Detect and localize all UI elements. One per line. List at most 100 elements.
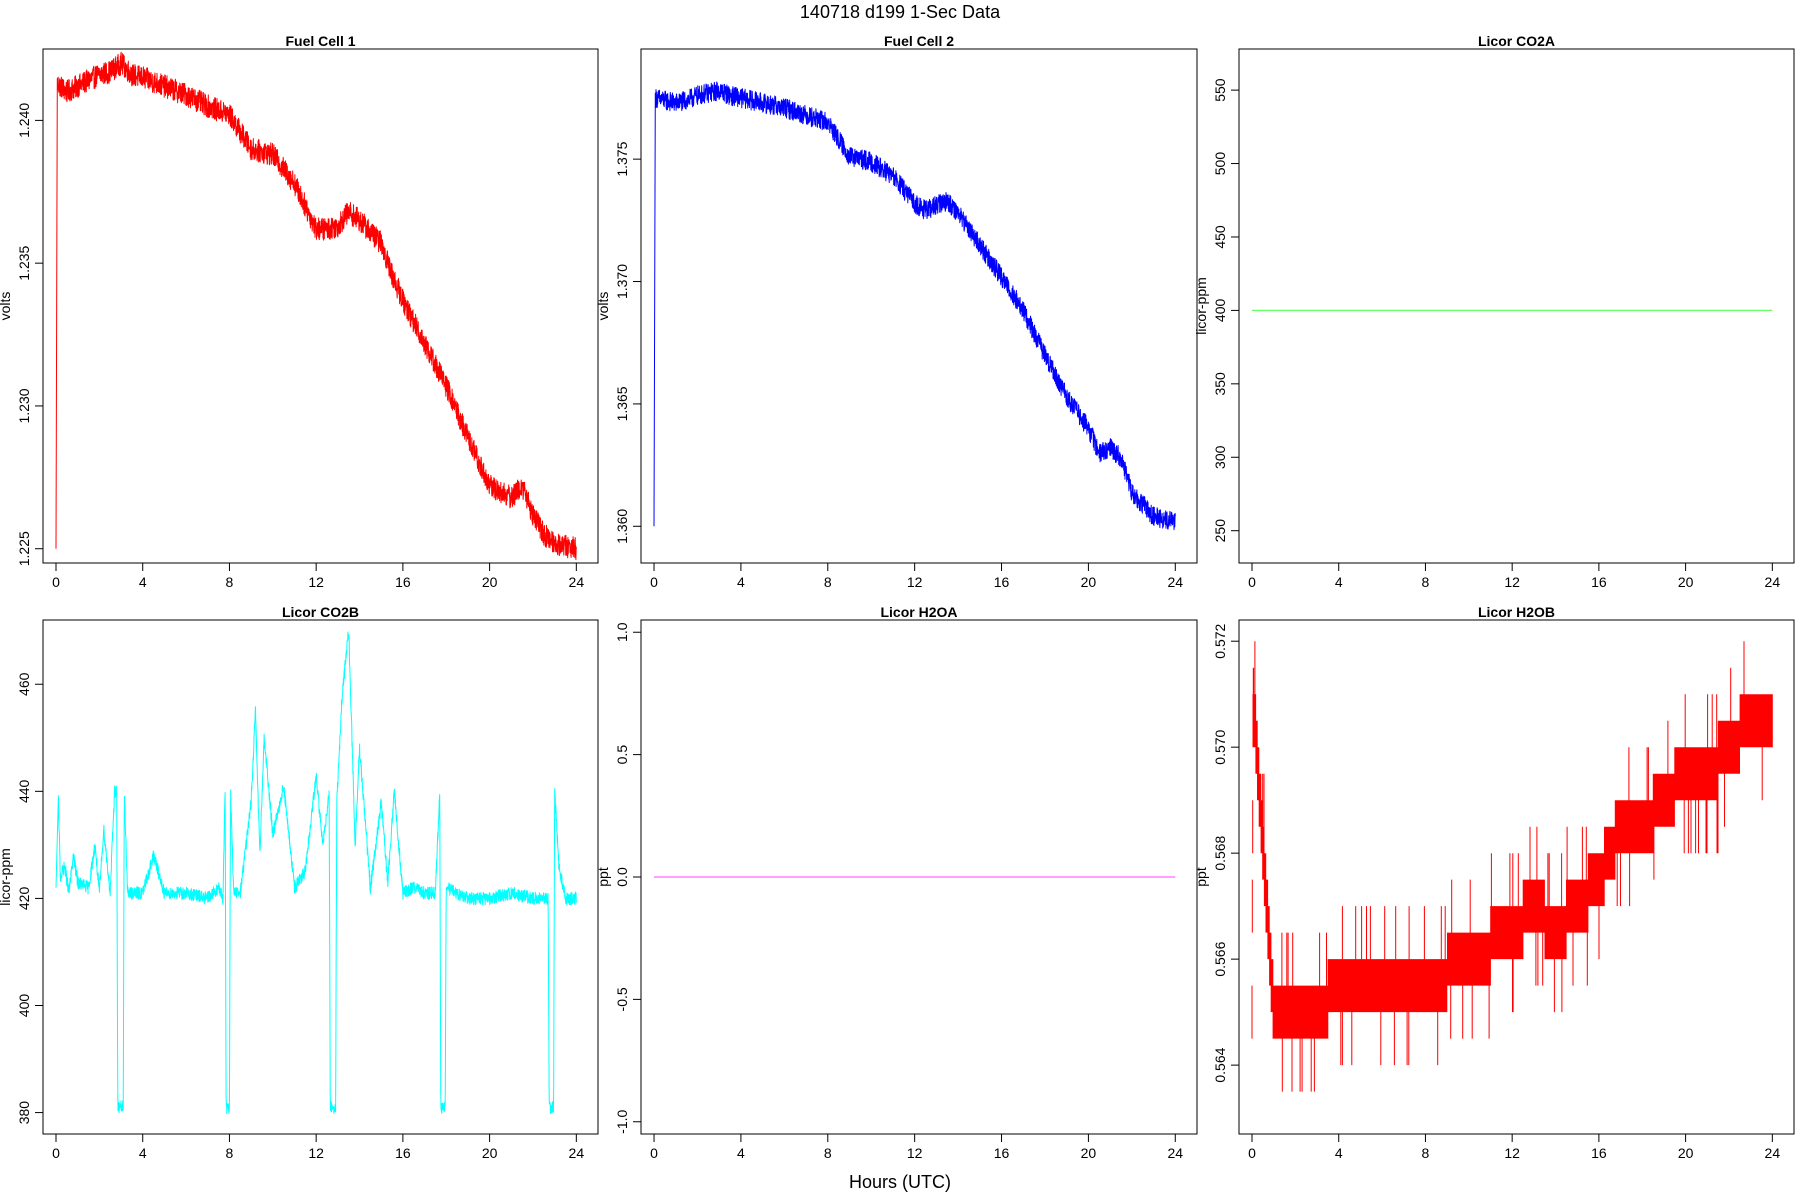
x-tick-label: 0 (1248, 574, 1256, 590)
x-tick-label: 16 (994, 574, 1010, 590)
y-tick-label: 0.568 (1212, 835, 1228, 870)
y-tick-label: 1.225 (16, 531, 32, 566)
x-tick-label: 8 (824, 574, 832, 590)
x-tick-label: 16 (1591, 1145, 1607, 1161)
panel-title: Fuel Cell 1 (285, 33, 355, 49)
plot-frame (640, 48, 1198, 564)
x-tick-label: 4 (737, 574, 745, 590)
y-tick-label: 550 (1212, 78, 1228, 102)
x-tick-label: 20 (482, 574, 498, 590)
x-tick-label: 8 (824, 1145, 832, 1161)
x-tick-label: 20 (1678, 1145, 1694, 1161)
x-tick-label: 8 (226, 1145, 234, 1161)
x-tick-label: 20 (1081, 574, 1097, 590)
series-line (55, 51, 577, 561)
y-tick-label: 500 (1212, 152, 1228, 176)
x-tick-label: 16 (395, 574, 411, 590)
y-tick-label: 450 (1212, 225, 1228, 249)
y-tick-label: 0.570 (1212, 729, 1228, 764)
plot-frame (1238, 48, 1795, 564)
x-tick-label: 16 (1591, 574, 1607, 590)
x-tick-label: 12 (1504, 574, 1520, 590)
plot-area (55, 631, 577, 1115)
y-tick-label: 440 (16, 779, 32, 803)
y-tick-label: 350 (1212, 372, 1228, 396)
y-tick-label: 1.375 (614, 141, 630, 176)
chart-panels: Fuel Cell 1 0 4 8 12 16 20 24 1.225 1.230 1.235 1.2… (0, 33, 1795, 1161)
x-tick-label: 0 (1248, 1145, 1256, 1161)
x-tick-label: 4 (737, 1145, 745, 1161)
x-tick-label: 4 (139, 574, 147, 590)
y-tick-label: 0.5 (614, 745, 630, 765)
panel-title: Fuel Cell 2 (884, 33, 954, 49)
x-tick-label: 16 (395, 1145, 411, 1161)
x-tick-label: 24 (569, 574, 585, 590)
x-tick-label: 12 (1504, 1145, 1520, 1161)
y-axis-label: volts (595, 292, 611, 321)
x-tick-label: 24 (1167, 574, 1183, 590)
panel-title: Licor H2OA (880, 604, 957, 620)
y-tick-label: 300 (1212, 445, 1228, 469)
plot-area (653, 81, 1176, 531)
chart-panel: Licor H2OB 0 4 8 12 16 20 24 0.564 0.566 0.568 0.57… (1193, 604, 1795, 1161)
x-tick-label: 0 (650, 1145, 658, 1161)
chart-panel: Fuel Cell 1 0 4 8 12 16 20 24 1.225 1.230 1.235 1.2… (0, 33, 599, 590)
x-tick-label: 0 (52, 574, 60, 590)
series-line (653, 81, 1176, 531)
y-axis-label: ppt (595, 867, 611, 887)
y-tick-label: 1.370 (614, 264, 630, 299)
x-tick-label: 12 (308, 574, 324, 590)
series-line (1251, 641, 1773, 1092)
y-tick-label: 0.564 (1212, 1047, 1228, 1082)
y-tick-label: 0.572 (1212, 623, 1228, 658)
figure-title: 140718 d199 1-Sec Data (800, 2, 1001, 22)
figure-x-axis-label: Hours (UTC) (849, 1172, 951, 1192)
y-tick-label: 460 (16, 672, 32, 696)
plot-area (1251, 641, 1773, 1092)
y-tick-label: 400 (16, 994, 32, 1018)
plot-frame (42, 619, 599, 1135)
chart-panel: Licor H2OA 0 4 8 12 16 20 24 -1.0 -0.5 0.0 0.5 1.0 pp… (595, 604, 1198, 1161)
y-tick-label: 1.365 (614, 386, 630, 421)
x-tick-label: 4 (1335, 1145, 1343, 1161)
x-tick-label: 24 (1765, 1145, 1781, 1161)
y-tick-label: 0.566 (1212, 941, 1228, 976)
x-tick-label: 0 (52, 1145, 60, 1161)
x-tick-label: 4 (139, 1145, 147, 1161)
plot-frame (1238, 619, 1795, 1135)
x-tick-label: 20 (1081, 1145, 1097, 1161)
y-axis-label: ppt (1193, 867, 1209, 887)
series-line (55, 631, 577, 1115)
panel-title: Licor H2OB (1478, 604, 1555, 620)
y-axis-label: licor-ppm (1193, 277, 1209, 335)
y-tick-label: 1.360 (614, 509, 630, 544)
x-tick-label: 16 (994, 1145, 1010, 1161)
y-tick-label: 1.240 (16, 103, 32, 138)
plot-area (55, 51, 577, 561)
x-tick-label: 8 (1422, 574, 1430, 590)
x-tick-label: 20 (1678, 574, 1694, 590)
x-tick-label: 8 (1422, 1145, 1430, 1161)
y-tick-label: 1.230 (16, 388, 32, 423)
chart-panel: Fuel Cell 2 0 4 8 12 16 20 24 1.360 1.365 1.370 1.3… (595, 33, 1198, 590)
x-tick-label: 12 (907, 574, 923, 590)
panel-title: Licor CO2B (282, 604, 359, 620)
x-tick-label: 20 (482, 1145, 498, 1161)
y-tick-label: -1.0 (614, 1109, 630, 1133)
y-axis-label: volts (0, 292, 13, 321)
y-tick-label: 0.0 (614, 867, 630, 887)
chart-panel: Licor CO2A 0 4 8 12 16 20 24 250 300 350 400 450 500 5… (1193, 33, 1795, 590)
x-tick-label: 12 (907, 1145, 923, 1161)
panel-title: Licor CO2A (1478, 33, 1555, 49)
y-tick-label: 1.235 (16, 245, 32, 280)
x-tick-label: 24 (1167, 1145, 1183, 1161)
x-tick-label: 4 (1335, 574, 1343, 590)
x-tick-label: 24 (569, 1145, 585, 1161)
y-tick-label: -0.5 (614, 987, 630, 1011)
y-tick-label: 250 (1212, 519, 1228, 543)
y-tick-label: 380 (16, 1101, 32, 1125)
x-tick-label: 8 (226, 574, 234, 590)
y-axis-label: licor-ppm (0, 848, 13, 906)
x-tick-label: 0 (650, 574, 658, 590)
